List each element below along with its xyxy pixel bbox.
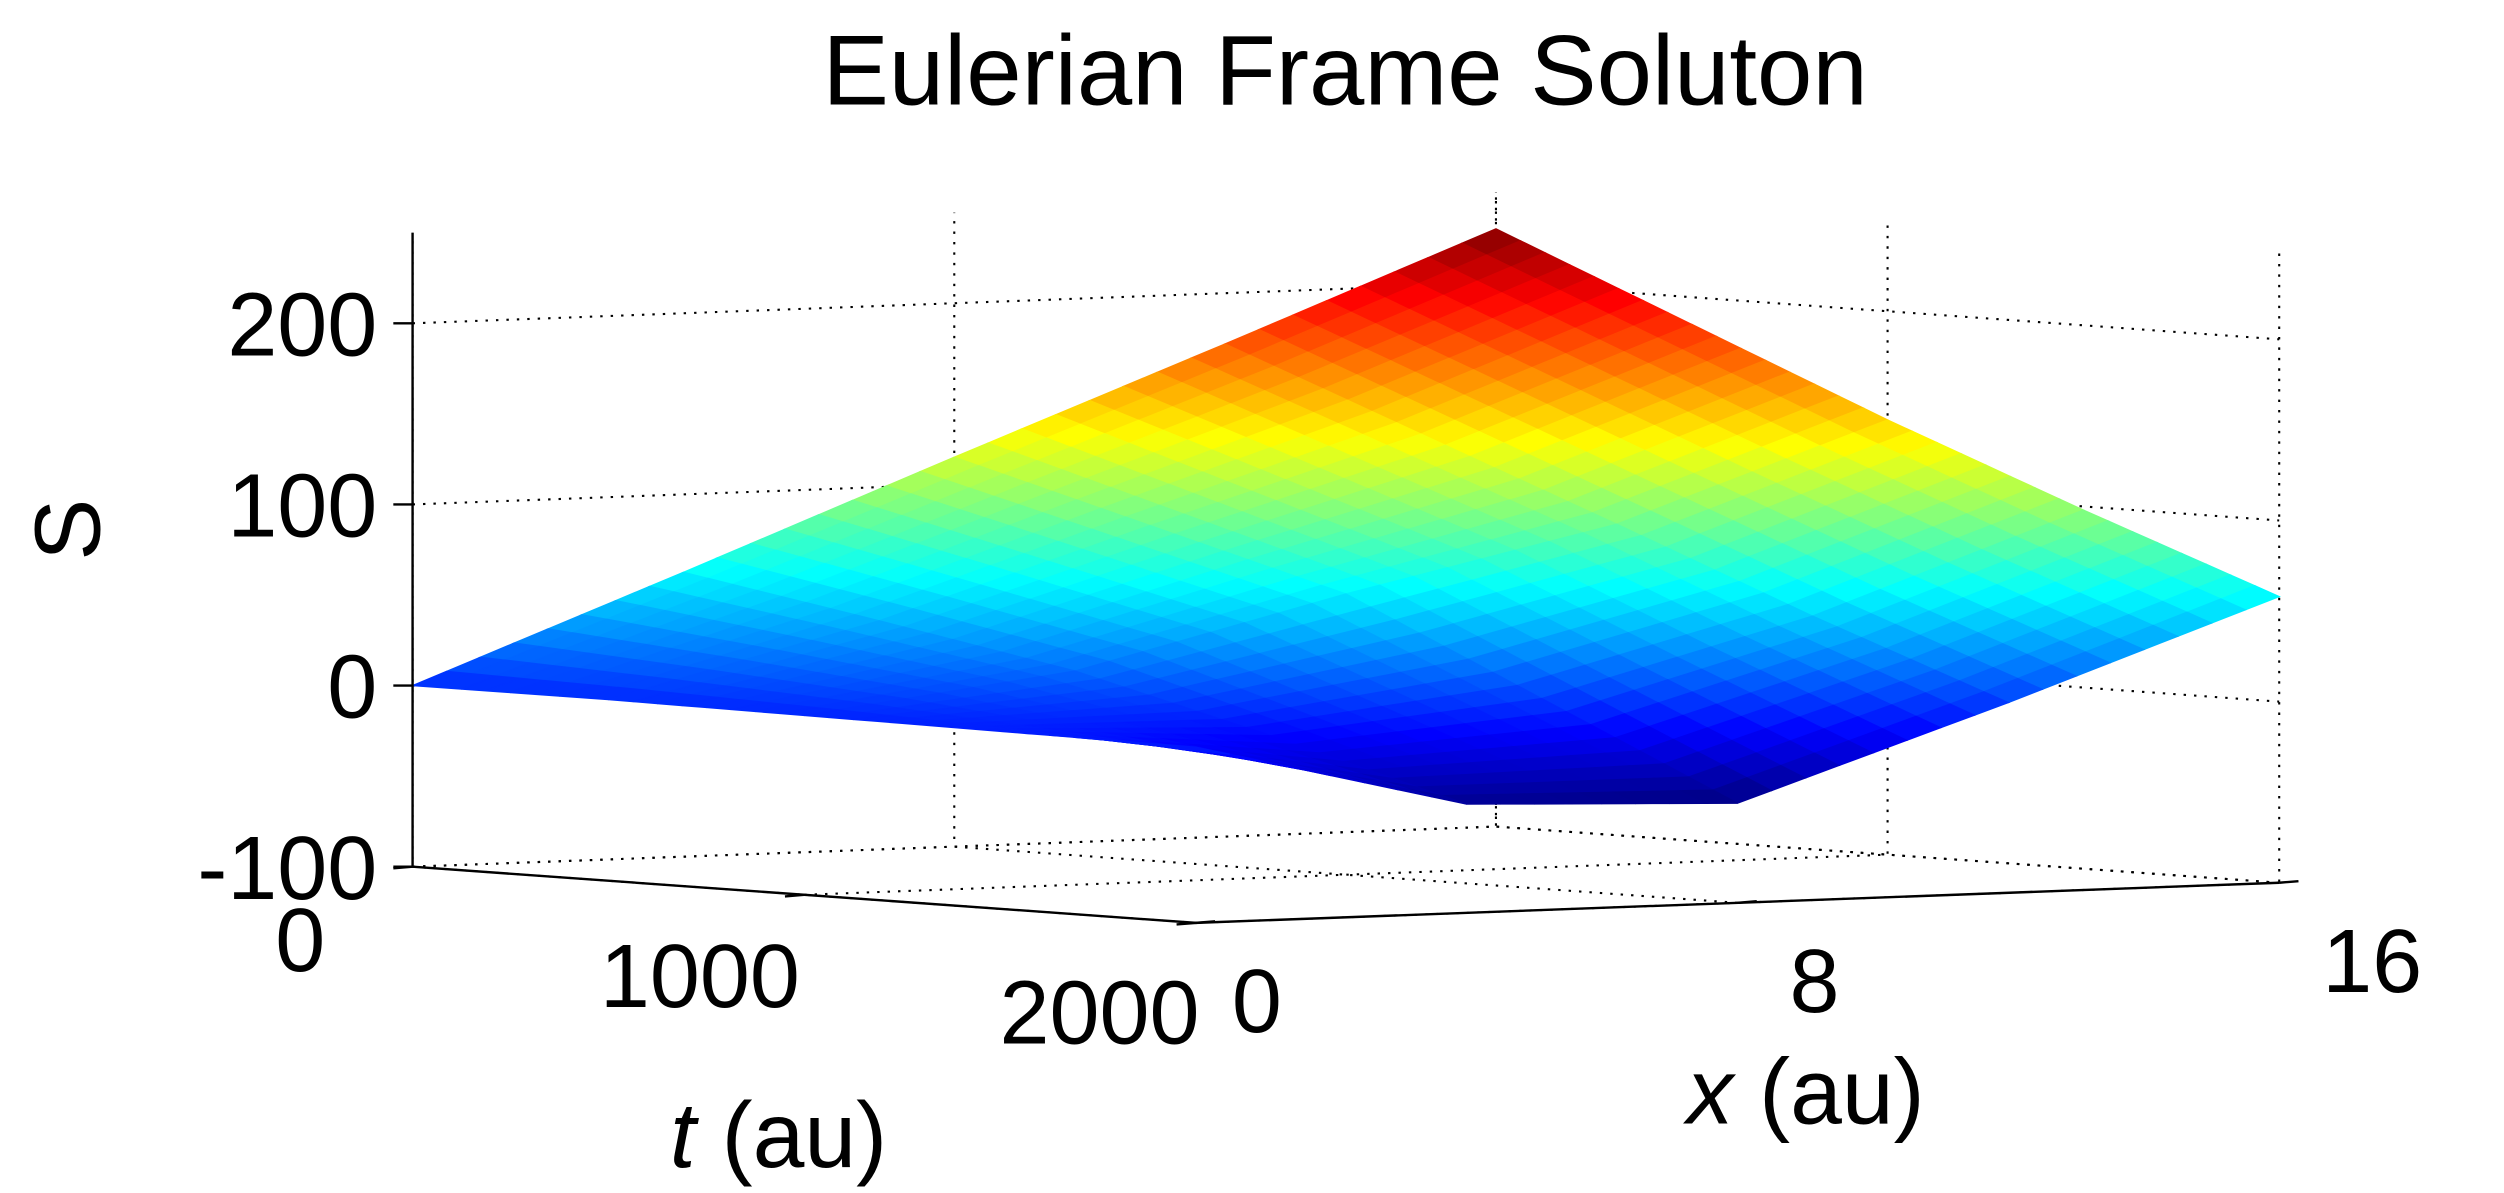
x-tick-label: 16 xyxy=(2322,912,2422,1012)
chart-title: Eulerian Frame Soluton xyxy=(822,15,1867,126)
x-grid-line xyxy=(953,212,1738,904)
z-tick-label: -100 xyxy=(197,819,377,919)
z-tick-label: 200 xyxy=(227,275,377,375)
x-grid-line xyxy=(1494,192,2280,884)
t-axis-label: t (au) xyxy=(670,1083,887,1187)
surface-patch xyxy=(1171,744,1230,755)
t-axis-var: t xyxy=(670,1083,700,1187)
x-tick-label: 8 xyxy=(1790,932,1840,1032)
t-tick-label: 2000 xyxy=(1000,963,1200,1063)
z-grid-line xyxy=(412,825,2280,884)
x-tick-label: 0 xyxy=(1232,952,1282,1052)
z-tick-label: 0 xyxy=(327,638,377,738)
x-tick xyxy=(1737,900,1757,905)
x-axis-var: x xyxy=(1683,1040,1737,1144)
surface xyxy=(412,228,2281,805)
x-tick xyxy=(1195,920,1216,925)
t-tick-label: 0 xyxy=(275,891,325,991)
t-tick xyxy=(784,893,805,898)
x-axis-label: x (au) xyxy=(1683,1040,1925,1144)
x-axis-unit: (au) xyxy=(1759,1040,1925,1144)
t-tick xyxy=(393,865,413,870)
z-grid-line xyxy=(412,282,2280,341)
t-tick-label: 1000 xyxy=(600,927,800,1027)
z-axis-label: S xyxy=(16,499,120,561)
t-axis-unit: (au) xyxy=(722,1083,888,1187)
t-tick xyxy=(1176,921,1196,926)
x-tick xyxy=(2279,879,2299,884)
z-tick-label: 100 xyxy=(227,457,377,557)
